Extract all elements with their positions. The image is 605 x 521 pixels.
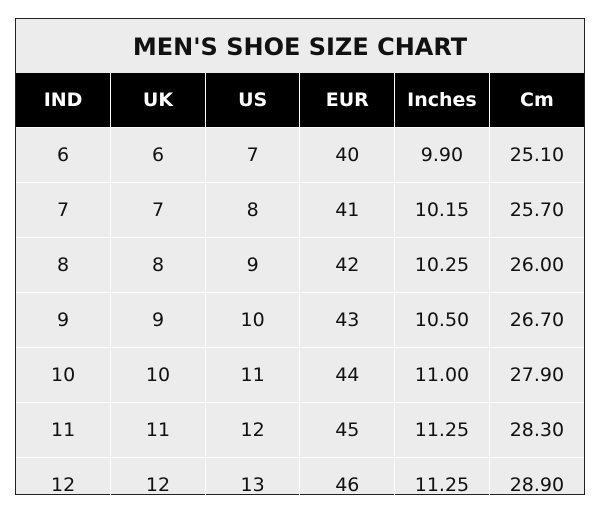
column-header: US — [204, 73, 301, 128]
table-cell: 26.00 — [488, 237, 584, 293]
table-cell: 12 — [110, 457, 206, 512]
table-cell: 11 — [204, 347, 301, 403]
table-cell: 8 — [204, 182, 301, 238]
table-cell: 11.25 — [394, 457, 490, 512]
table-cell: 26.70 — [488, 292, 584, 348]
table-cell: 12 — [16, 457, 112, 512]
table-cell: 13 — [204, 457, 301, 512]
table-cell: 10 — [110, 347, 206, 403]
table-row: 12 12 13 46 11.25 28.90 — [16, 457, 584, 512]
table-cell: 10.15 — [394, 182, 490, 238]
table-cell: 8 — [16, 237, 112, 293]
column-header: Cm — [488, 73, 584, 128]
table-cell: 44 — [299, 347, 396, 403]
size-chart: MEN'S SHOE SIZE CHART IND UK US EUR Inches Cm… — [15, 18, 585, 512]
header-row: IND UK US EUR Inches Cm — [16, 73, 584, 128]
chart-title: MEN'S SHOE SIZE CHART — [132, 33, 468, 61]
table-cell: 28.90 — [488, 457, 584, 512]
table-cell: 40 — [299, 127, 396, 183]
table-cell: 25.10 — [488, 127, 584, 183]
table-cell: 28.30 — [488, 402, 584, 458]
table-cell: 7 — [110, 182, 206, 238]
table-cell: 9 — [110, 292, 206, 348]
table-cell: 10 — [204, 292, 301, 348]
table-cell: 10.50 — [394, 292, 490, 348]
table-cell: 6 — [110, 127, 206, 183]
table-row: 6 6 7 40 9.90 25.10 — [16, 127, 584, 183]
column-header: IND — [16, 73, 112, 128]
table-cell: 43 — [299, 292, 396, 348]
size-table: IND UK US EUR Inches Cm 6 6 7 40 9.90 25.10 7 7 8 41 10… — [16, 73, 584, 512]
table-row: 9 9 10 43 10.50 26.70 — [16, 292, 584, 348]
column-header: UK — [110, 73, 206, 128]
table-cell: 10 — [16, 347, 112, 403]
table-cell: 9.90 — [394, 127, 490, 183]
table-cell: 45 — [299, 402, 396, 458]
table-cell: 27.90 — [488, 347, 584, 403]
table-row: 11 11 12 45 11.25 28.30 — [16, 402, 584, 458]
table-cell: 7 — [204, 127, 301, 183]
table-cell: 41 — [299, 182, 396, 238]
table-cell: 12 — [204, 402, 301, 458]
column-header: Inches — [394, 73, 490, 128]
table-cell: 25.70 — [488, 182, 584, 238]
table-cell: 9 — [16, 292, 112, 348]
column-header: EUR — [299, 73, 396, 128]
table-cell: 11.25 — [394, 402, 490, 458]
table-cell: 6 — [16, 127, 112, 183]
table-cell: 11.00 — [394, 347, 490, 403]
table-cell: 7 — [16, 182, 112, 238]
table-cell: 9 — [204, 237, 301, 293]
table-cell: 10.25 — [394, 237, 490, 293]
table-cell: 42 — [299, 237, 396, 293]
table-cell: 11 — [16, 402, 112, 458]
table-row: 7 7 8 41 10.15 25.70 — [16, 182, 584, 238]
table-cell: 8 — [110, 237, 206, 293]
table-row: 8 8 9 42 10.25 26.00 — [16, 237, 584, 293]
table-row: 10 10 11 44 11.00 27.90 — [16, 347, 584, 403]
table-cell: 46 — [299, 457, 396, 512]
table-cell: 11 — [110, 402, 206, 458]
